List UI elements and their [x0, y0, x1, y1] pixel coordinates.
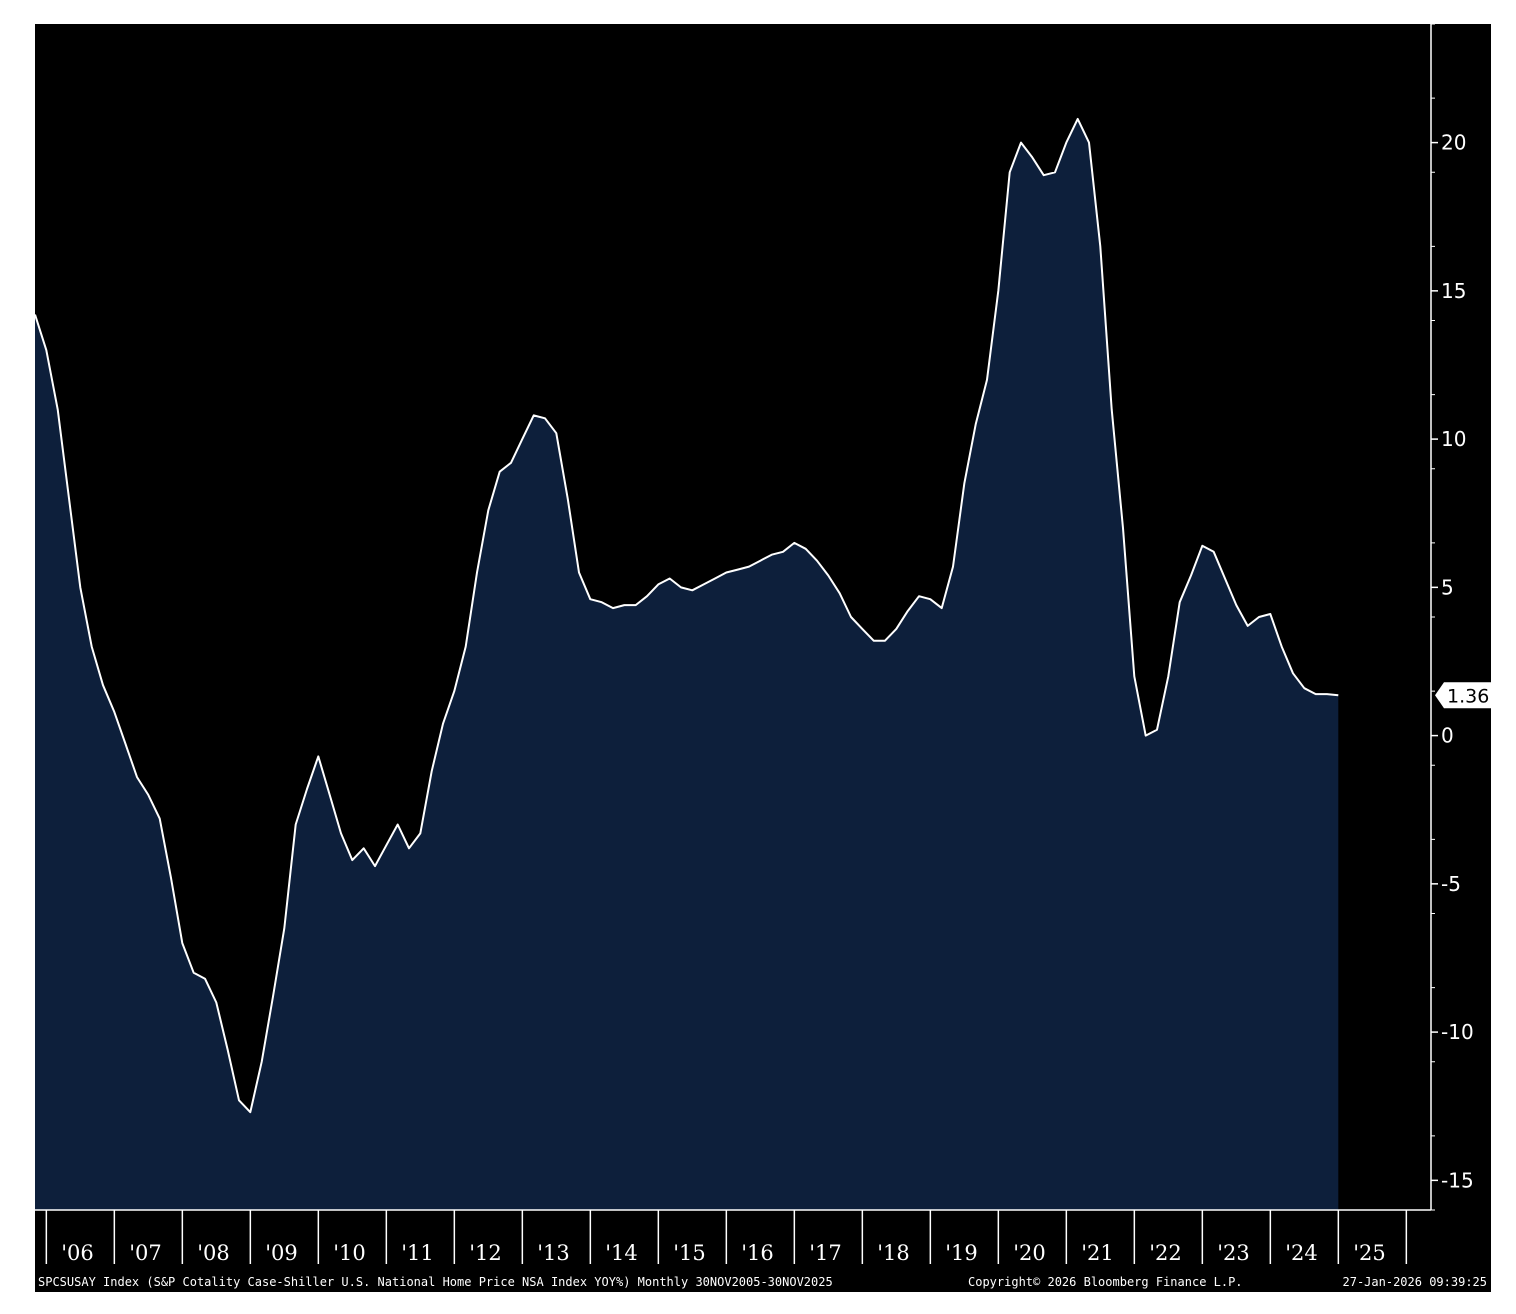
series-line: [34, 117, 1339, 1114]
x-tick-label: '22: [1149, 1241, 1182, 1265]
y-tick-label: 5: [1441, 575, 1454, 599]
last-value-flag: [1435, 682, 1493, 709]
area-fill: [35, 118, 1339, 1210]
x-tick-label: '19: [945, 1241, 978, 1265]
y-tick-label: 0: [1441, 724, 1454, 748]
x-tick-label: '10: [333, 1241, 366, 1265]
x-tick-label: '11: [401, 1241, 434, 1265]
x-tick-label: '24: [1285, 1241, 1318, 1265]
axes: -15 -10 -5 0 5 10 15 20 '06 '07 '08 '09 '10 '11 '12 '13…: [35, 23, 1493, 1265]
x-tick-label: '18: [877, 1241, 910, 1265]
x-tick-label: '09: [265, 1241, 298, 1265]
x-tick-label: '20: [1013, 1241, 1046, 1265]
x-tick-label: '07: [129, 1241, 162, 1265]
y-tick-label: 15: [1441, 279, 1466, 303]
footer: SPCSUSAY Index (S&P Cotality Case-Shille…: [38, 1275, 1487, 1289]
x-tick-label: '17: [809, 1241, 842, 1265]
footer-copyright: Copyright© 2026 Bloomberg Finance L.P.: [968, 1275, 1243, 1289]
x-tick-label: '25: [1353, 1241, 1386, 1265]
footer-timestamp: 27-Jan-2026 09:39:25: [1343, 1275, 1488, 1289]
y-tick-label: -15: [1441, 1168, 1474, 1192]
x-tick-label: '21: [1081, 1241, 1114, 1265]
last-value-label: 1.36: [1447, 685, 1489, 707]
x-tick-label: '14: [605, 1241, 638, 1265]
x-tick-label: '13: [537, 1241, 570, 1265]
y-tick-label: 20: [1441, 131, 1466, 155]
x-tick-label: '12: [469, 1241, 502, 1265]
footer-description: SPCSUSAY Index (S&P Cotality Case-Shille…: [38, 1275, 833, 1289]
x-tick-label: '15: [673, 1241, 706, 1265]
x-tick-label: '23: [1217, 1241, 1250, 1265]
x-tick-label: '08: [197, 1241, 230, 1265]
y-tick-label: 10: [1441, 427, 1466, 451]
y-tick-label: -10: [1441, 1020, 1474, 1044]
y-tick-label: -5: [1441, 872, 1461, 896]
x-tick-label: '16: [741, 1241, 774, 1265]
plot-area: [34, 117, 1339, 1210]
x-tick-label: '06: [61, 1241, 94, 1265]
